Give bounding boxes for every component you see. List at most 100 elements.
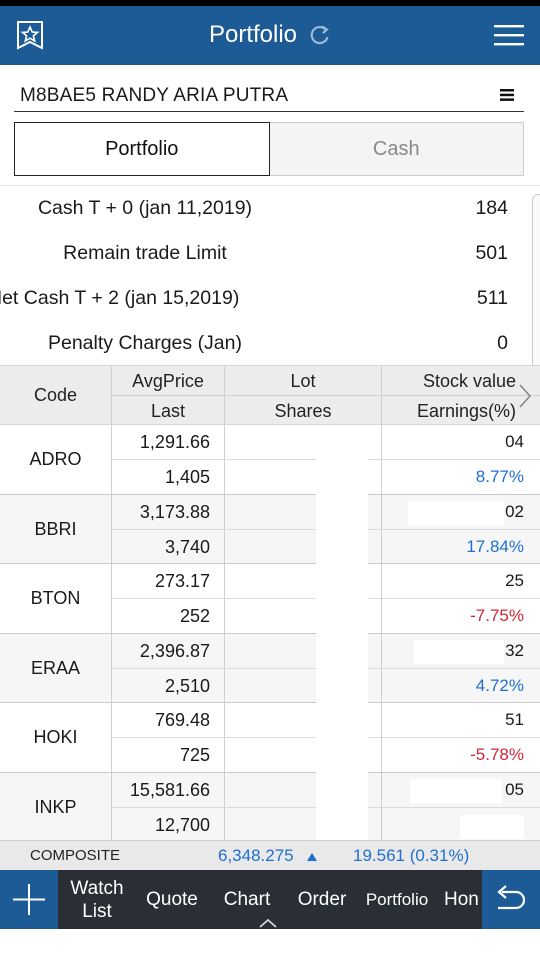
- stock-value: 25: [505, 571, 524, 590]
- star-icon[interactable]: [16, 20, 44, 50]
- add-button[interactable]: [0, 870, 58, 929]
- status-bar: [0, 0, 540, 6]
- summary-row: Cash T + 0 (jan 11,2019) 184: [0, 186, 540, 231]
- composite-change: 19.561 (0.31%): [353, 846, 470, 865]
- caret-up-icon: [259, 918, 277, 928]
- avg-price: 769.48: [154, 710, 210, 730]
- last-price: 725: [179, 745, 210, 765]
- page-title: Portfolio: [208, 21, 298, 48]
- avg-price: 273.17: [154, 571, 210, 591]
- nav-quote[interactable]: Quote: [146, 889, 198, 910]
- redaction-block: [414, 639, 504, 664]
- header-code[interactable]: Code: [33, 385, 78, 405]
- last-price: 252: [179, 606, 210, 626]
- column-divider: [111, 425, 112, 494]
- redaction-block: [316, 426, 368, 840]
- table-row[interactable]: HOKI 769.48 725 51 -5.78%: [0, 703, 540, 773]
- table-row[interactable]: ERAA 2,396.87 2,510 32 4.72%: [0, 633, 540, 703]
- summary-value: 501: [475, 242, 508, 264]
- column-divider: [111, 703, 112, 772]
- stock-code: HOKI: [33, 727, 78, 747]
- account-name: M8BAE5 RANDY ARIA PUTRA: [20, 85, 289, 106]
- last-price: 1,405: [164, 467, 210, 487]
- nav-chart[interactable]: Chart: [223, 889, 271, 910]
- back-button[interactable]: [482, 870, 540, 929]
- earnings-percent: 8.77%: [475, 467, 524, 486]
- table-row[interactable]: BTON 273.17 252 25 -7.75%: [0, 564, 540, 634]
- header-lot[interactable]: Lot: [290, 371, 316, 391]
- last-price: 12,700: [154, 814, 210, 835]
- tab-portfolio[interactable]: Portfolio: [14, 122, 270, 176]
- nav-watch-line1: Watch: [70, 877, 124, 899]
- stock-value: 02: [505, 501, 524, 521]
- column-divider: [111, 366, 112, 426]
- refresh-icon[interactable]: [309, 24, 331, 46]
- composite-label: COMPOSITE: [30, 847, 121, 864]
- stock-value: 05: [505, 779, 524, 799]
- table-row[interactable]: INKP 15,581.66 12,700 05: [0, 772, 540, 842]
- summary-label: Penalty Charges (Jan): [47, 332, 242, 354]
- summary-value: 0: [497, 332, 508, 354]
- header-divider: [112, 395, 540, 396]
- bottom-nav: Watch List Quote Chart Order Portfolio H…: [0, 870, 540, 929]
- stock-value: 32: [505, 640, 524, 660]
- account-selector[interactable]: M8BAE5 RANDY ARIA PUTRA: [0, 65, 540, 120]
- avg-price: 1,291.66: [139, 432, 210, 452]
- earnings-percent: 17.84%: [466, 536, 524, 556]
- summary-label: Cash T + 0 (jan 11,2019): [37, 197, 253, 219]
- stock-code: BBRI: [34, 518, 77, 539]
- header-last[interactable]: Last: [150, 401, 186, 421]
- scroll-indicator[interactable]: [532, 194, 540, 370]
- nav-portfolio[interactable]: Portfolio: [365, 890, 429, 909]
- summary-label: Net Cash T + 2 (jan 15,2019): [0, 276, 270, 321]
- nav-home[interactable]: Hon: [444, 889, 479, 910]
- header-stock-value[interactable]: Stock value: [422, 371, 516, 391]
- divider: [0, 185, 540, 186]
- header-earnings[interactable]: Earnings(%): [416, 401, 516, 421]
- table-header: Code AvgPrice Last Lot Shares Stock valu…: [0, 365, 540, 426]
- summary-row: Penalty Charges (Jan) 0: [0, 321, 540, 366]
- last-price: 3,740: [164, 536, 210, 557]
- table-row[interactable]: ADRO 1,291.66 1,405 04 8.77%: [0, 425, 540, 495]
- app-header: Portfolio: [0, 6, 540, 65]
- stock-code: BTON: [30, 588, 81, 608]
- nav-order[interactable]: Order: [297, 889, 347, 910]
- stock-value: 04: [505, 432, 524, 451]
- header-shares[interactable]: Shares: [274, 401, 332, 421]
- last-price: 2,510: [164, 675, 210, 696]
- stock-code: ERAA: [30, 657, 81, 678]
- holdings-table: Code AvgPrice Last Lot Shares Stock valu…: [0, 365, 540, 842]
- earnings-percent: -7.75%: [470, 606, 524, 625]
- column-divider: [111, 564, 112, 633]
- earnings-percent: -5.78%: [470, 745, 524, 764]
- earnings-percent: 4.72%: [475, 675, 524, 695]
- summary-row: Remain trade Limit 501: [0, 231, 540, 276]
- avg-price: 2,396.87: [139, 640, 210, 661]
- composite-ticker[interactable]: COMPOSITE 6,348.275 19.561 (0.31%): [0, 840, 540, 870]
- column-divider: [111, 494, 112, 564]
- column-divider: [111, 772, 112, 842]
- composite-index: 6,348.275: [218, 846, 294, 865]
- plus-icon: [13, 884, 45, 915]
- account-underline: [14, 111, 524, 112]
- table-row[interactable]: BBRI 3,173.88 3,740 02 17.84%: [0, 494, 540, 564]
- tab-cash[interactable]: Cash: [269, 122, 524, 176]
- column-divider: [111, 633, 112, 703]
- list-icon[interactable]: [500, 89, 514, 101]
- back-icon: [497, 885, 526, 910]
- view-tabs: Portfolio Cash: [14, 122, 524, 176]
- redaction-block: [460, 814, 524, 839]
- chevron-right-icon[interactable]: [518, 383, 532, 409]
- stock-value: 51: [505, 710, 524, 729]
- summary-row: Net Cash T + 2 (jan 15,2019) 511: [0, 276, 540, 321]
- cash-summary: Cash T + 0 (jan 11,2019) 184 Remain trad…: [0, 186, 540, 366]
- menu-icon[interactable]: [494, 24, 524, 46]
- header-avgprice[interactable]: AvgPrice: [132, 371, 204, 391]
- column-divider: [224, 366, 225, 426]
- stock-code: ADRO: [29, 449, 82, 469]
- summary-label-text: Net Cash T + 2 (jan 15,2019): [0, 287, 240, 309]
- nav-watch-list[interactable]: Watch List: [58, 870, 136, 929]
- stock-code: INKP: [34, 796, 77, 817]
- redaction-block: [410, 778, 502, 803]
- bottom-spacer: [0, 929, 540, 960]
